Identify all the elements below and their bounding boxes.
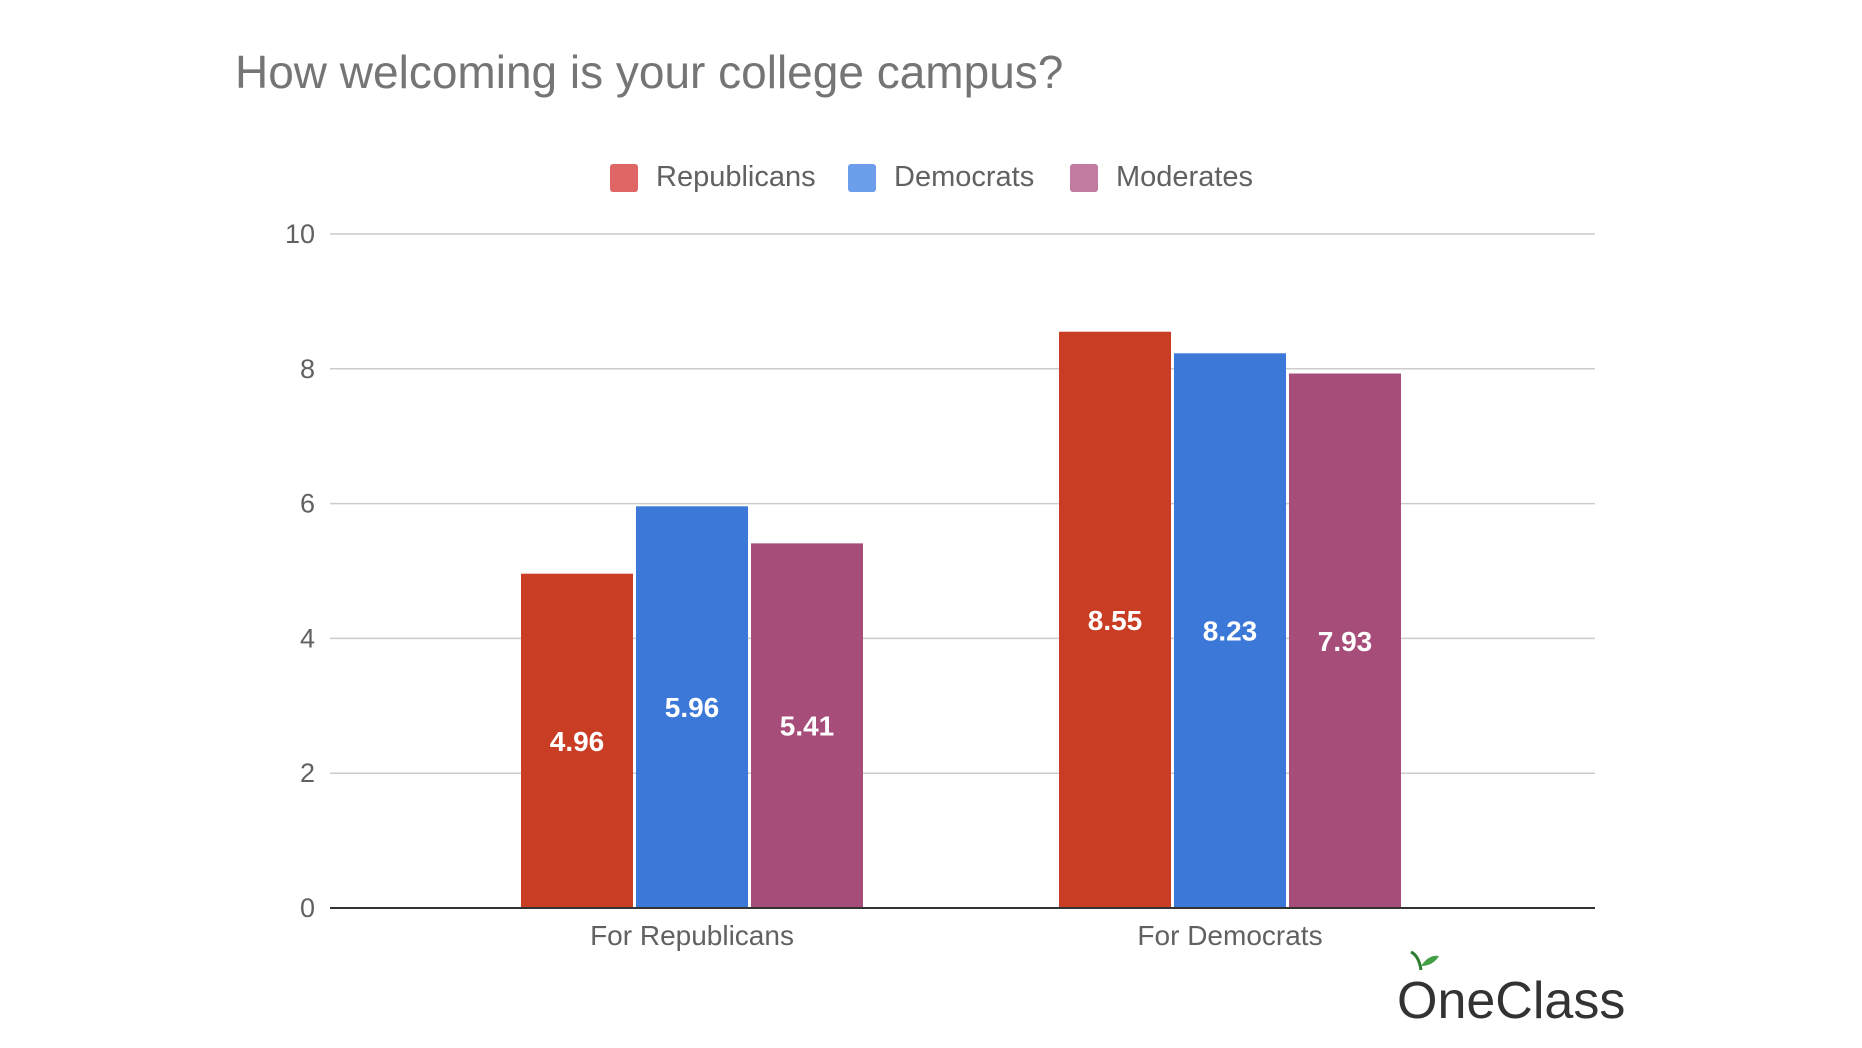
y-tick-label: 8	[300, 354, 315, 384]
oneclass-logo: OneClass	[1397, 950, 1625, 1030]
data-label: 4.96	[550, 726, 605, 757]
bar-democrats-1	[636, 506, 748, 908]
legend-label-democrats: Democrats	[894, 161, 1034, 193]
legend-swatch-democrats	[848, 164, 876, 192]
bar-moderates-2	[1289, 373, 1401, 908]
bar-democrats-2	[1174, 353, 1286, 909]
bar-republicans-1	[521, 573, 633, 908]
data-label: 7.93	[1318, 626, 1373, 657]
y-tick-label: 6	[300, 489, 315, 519]
apple-icon	[1410, 950, 1439, 971]
data-label: 5.96	[665, 692, 720, 723]
legend-swatch-moderates	[1070, 164, 1098, 192]
data-label: 8.55	[1088, 605, 1143, 636]
y-tick-label: 2	[300, 758, 315, 788]
gridlines	[330, 233, 1595, 774]
y-tick-label: 0	[300, 893, 315, 923]
bar-republicans-2	[1059, 331, 1171, 909]
legend-label-republicans: Republicans	[656, 161, 816, 193]
y-axis-ticks: 0 2 4 6 8 10	[285, 219, 315, 923]
y-tick-label: 4	[300, 623, 315, 653]
logo-text: OneClass	[1397, 972, 1625, 1030]
data-label: 8.23	[1203, 616, 1258, 647]
bar-moderates-1	[751, 543, 863, 908]
chart-title: How welcoming is your college campus?	[235, 46, 1063, 98]
category-label: For Democrats	[1137, 920, 1322, 951]
legend-label-moderates: Moderates	[1116, 161, 1253, 193]
legend: Republicans Democrats Moderates	[610, 161, 1253, 193]
data-labels: 4.96 5.96 5.41 8.55 8.23 7.93	[550, 605, 1373, 757]
bars	[521, 331, 1401, 909]
x-axis-categories: For Republicans For Democrats	[590, 920, 1323, 951]
legend-swatch-republicans	[610, 164, 638, 192]
category-label: For Republicans	[590, 920, 794, 951]
y-tick-label: 10	[285, 219, 315, 249]
data-label: 5.41	[780, 711, 835, 742]
